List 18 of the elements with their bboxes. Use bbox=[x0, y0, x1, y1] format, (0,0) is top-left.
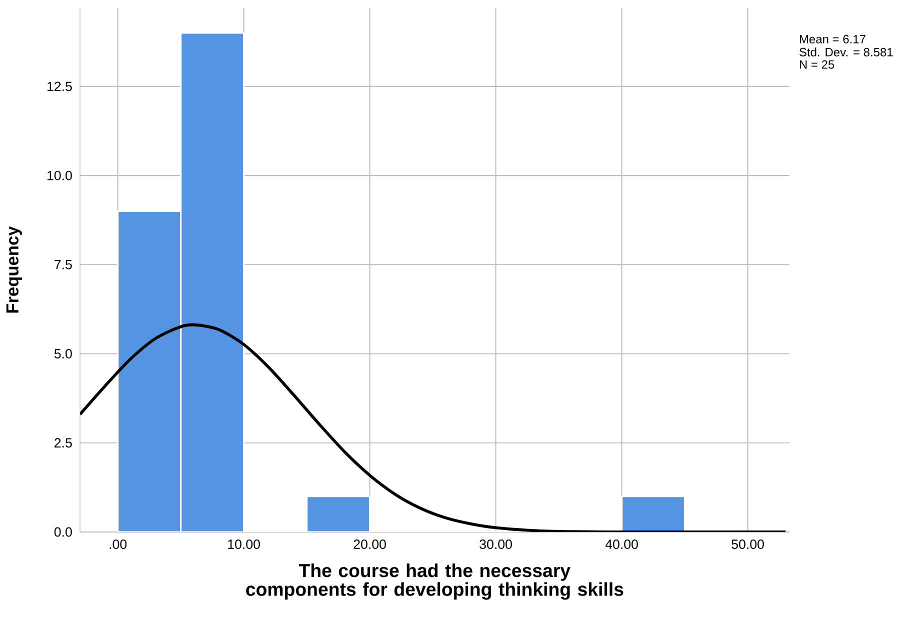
y-tick-label: 10.0 bbox=[48, 170, 72, 180]
x-tick-label: 30.00 bbox=[480, 540, 512, 549]
text: Mean = 6.17 bbox=[800, 34, 866, 44]
x-tick-label: 50.00 bbox=[732, 540, 764, 549]
x-tick-label: 10.00 bbox=[228, 540, 260, 549]
x-tick-label: 40.00 bbox=[605, 540, 638, 549]
y-axis-title: Frequency bbox=[6, 226, 22, 313]
y-tick-label: 0.0 bbox=[54, 527, 72, 537]
x-axis-title: The course had the necessary components for developing thinking skills bbox=[246, 563, 624, 600]
y-tick-label: 2.5 bbox=[54, 438, 72, 448]
y-tick-label: 12.5 bbox=[48, 82, 72, 92]
y-tick-label: 5.0 bbox=[54, 349, 72, 358]
y-tick-label: 7.5 bbox=[54, 260, 72, 270]
x-tick-label: 20.00 bbox=[354, 540, 386, 549]
text: N = 25 bbox=[800, 60, 834, 69]
text: Std. Dev. = 8.581 bbox=[799, 48, 893, 56]
x-tick-label: .00 bbox=[110, 540, 127, 549]
line-series bbox=[80, 323, 788, 532]
